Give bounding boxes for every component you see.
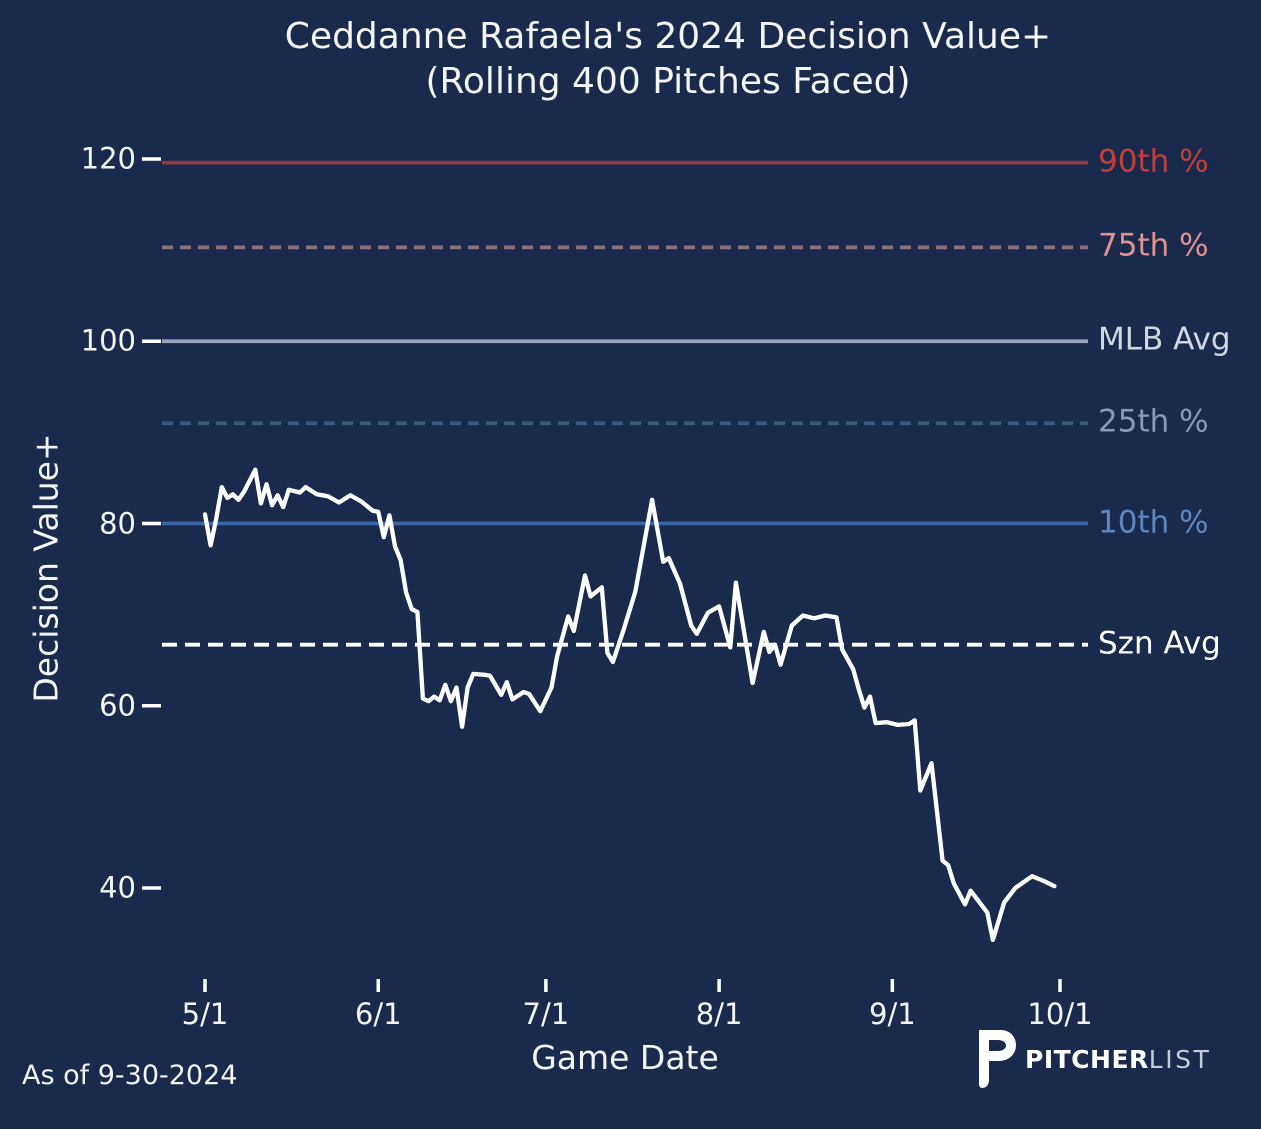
pitcherlist-p-icon: [979, 1030, 1016, 1088]
ref-label-mlb-avg: MLB Avg: [1098, 321, 1231, 358]
ref-label-25th-: 25th %: [1098, 403, 1209, 440]
y-tick-label-120: 120: [80, 141, 136, 176]
x-tick-label-10-1: 10/1: [1027, 997, 1093, 1031]
x-tick-label-5-1: 5/1: [181, 997, 229, 1031]
as-of-note: As of 9-30-2024: [22, 1060, 238, 1091]
chart-subtitle: (Rolling 400 Pitches Faced): [425, 61, 911, 102]
chart-title: Ceddanne Rafaela's 2024 Decision Value+: [284, 16, 1052, 57]
x-axis-title: Game Date: [531, 1038, 719, 1077]
brand-text-pitcher: PITCHER: [1025, 1044, 1149, 1074]
data-line: [202, 467, 1057, 943]
x-tick-label-8-1: 8/1: [695, 997, 743, 1031]
x-tick-label-7-1: 7/1: [522, 997, 570, 1031]
y-tick-label-100: 100: [80, 323, 136, 358]
y-tick-label-60: 60: [99, 688, 136, 723]
ref-label-75th-: 75th %: [1098, 227, 1209, 264]
ref-label-90th-: 90th %: [1098, 143, 1209, 180]
ref-label-szn-avg: Szn Avg: [1098, 625, 1221, 662]
pitcherlist-logo: PITCHERLIST: [972, 1028, 1211, 1090]
brand-text: PITCHERLIST: [1025, 1045, 1211, 1074]
y-tick-label-40: 40: [99, 870, 136, 905]
brand-text-list: LIST: [1148, 1044, 1212, 1074]
y-tick-label-80: 80: [99, 505, 136, 540]
ref-label-10th-: 10th %: [1098, 504, 1209, 541]
x-tick-label-9-1: 9/1: [869, 997, 916, 1031]
x-tick-label-6-1: 6/1: [354, 997, 402, 1031]
